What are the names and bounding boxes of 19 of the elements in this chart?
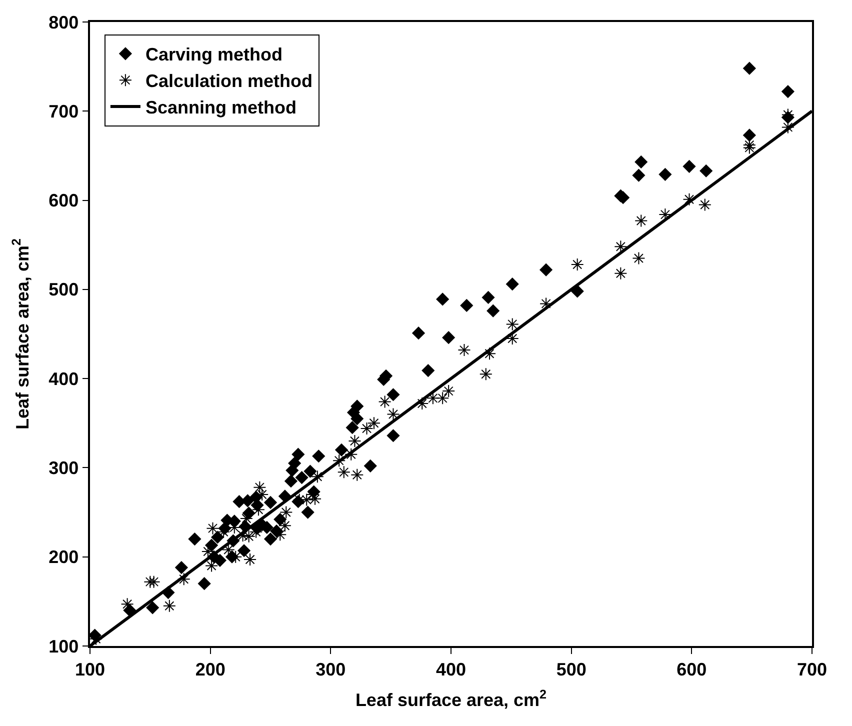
y-tick-label: 700 <box>48 101 79 122</box>
x-axis-title: Leaf surface area, cm$^{2}$ <box>355 687 547 710</box>
x-tick-label: 300 <box>316 659 346 680</box>
x-tick-label: 200 <box>195 659 226 680</box>
x-tick-label: 500 <box>556 659 586 680</box>
y-tick-label: 500 <box>48 280 79 300</box>
y-tick-label: 800 <box>48 12 79 32</box>
y-tick-label: 100 <box>48 636 79 656</box>
legend-label: Carving method <box>145 44 282 65</box>
y-tick-label: 600 <box>48 190 79 211</box>
y-tick-label: 300 <box>48 458 79 478</box>
y-tick-label: 400 <box>48 368 79 389</box>
x-tick-label: 700 <box>796 659 828 680</box>
legend-label: Calculation method <box>145 71 312 92</box>
y-tick-label: 200 <box>48 547 79 568</box>
legend-label: Scanning method <box>145 98 296 118</box>
x-tick-label: 400 <box>436 659 466 680</box>
x-tick-label: 100 <box>74 659 106 680</box>
x-tick-label: 600 <box>676 659 707 680</box>
